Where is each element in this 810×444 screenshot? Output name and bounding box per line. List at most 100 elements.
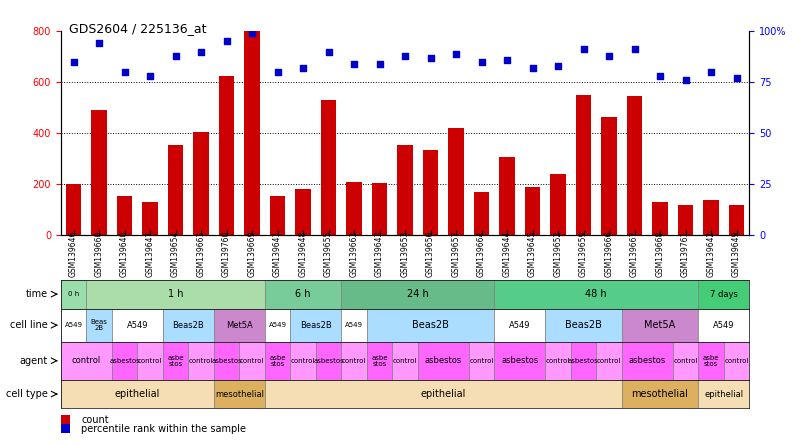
Point	[450, 50, 463, 57]
Text: 7 days: 7 days	[710, 289, 738, 299]
Text: control: control	[673, 358, 697, 364]
Text: Beas
2B: Beas 2B	[91, 319, 108, 332]
Bar	[525, 187, 540, 235]
Bar	[61, 380, 214, 408]
Text: control: control	[724, 358, 748, 364]
Text: control: control	[597, 358, 621, 364]
Bar	[163, 342, 188, 380]
Bar	[341, 309, 367, 342]
Text: control: control	[291, 358, 315, 364]
Text: cell line: cell line	[11, 320, 48, 330]
Bar	[290, 342, 316, 380]
Bar	[698, 380, 749, 408]
Text: A549: A549	[268, 322, 287, 328]
Point	[501, 56, 514, 63]
Text: A549: A549	[65, 322, 83, 328]
Text: asbe
stos: asbe stos	[269, 354, 286, 367]
Point	[475, 58, 488, 65]
Text: control: control	[469, 358, 493, 364]
Bar	[194, 132, 209, 235]
Point	[577, 46, 590, 53]
Bar	[341, 280, 494, 309]
Text: A549: A549	[509, 321, 531, 330]
Text: GDS2604 / 225136_at: GDS2604 / 225136_at	[69, 22, 207, 35]
Bar	[112, 309, 163, 342]
Point	[271, 68, 284, 75]
Point	[296, 64, 309, 71]
Text: control: control	[342, 358, 366, 364]
Point	[679, 76, 692, 83]
Bar	[219, 76, 234, 235]
Point	[143, 72, 156, 79]
Bar	[86, 309, 112, 342]
Point	[194, 48, 207, 55]
Bar	[290, 309, 341, 342]
Text: 6 h: 6 h	[296, 289, 311, 299]
Text: time: time	[26, 289, 48, 299]
Bar	[627, 96, 642, 235]
Bar	[61, 280, 86, 309]
Bar	[449, 128, 463, 235]
Bar	[341, 342, 367, 380]
Bar	[214, 342, 239, 380]
Bar	[239, 342, 265, 380]
Bar	[601, 117, 616, 235]
Point	[603, 52, 616, 59]
Bar	[622, 380, 698, 408]
Point	[92, 40, 105, 47]
Bar	[494, 342, 545, 380]
Text: asbestos: asbestos	[109, 358, 140, 364]
Bar	[66, 184, 81, 235]
Point	[322, 48, 335, 55]
Text: Met5A: Met5A	[226, 321, 253, 330]
Bar	[367, 309, 494, 342]
Bar	[265, 309, 290, 342]
Text: 48 h: 48 h	[586, 289, 607, 299]
Bar	[576, 95, 591, 235]
Bar	[418, 342, 469, 380]
Bar	[168, 145, 183, 235]
Point	[245, 30, 258, 37]
Point	[552, 62, 565, 69]
Text: asbe
stos: asbe stos	[371, 354, 388, 367]
Text: A549: A549	[126, 321, 148, 330]
Text: asbestos: asbestos	[629, 356, 666, 365]
Bar	[163, 309, 214, 342]
Text: cell type: cell type	[6, 389, 48, 399]
Point	[118, 68, 131, 75]
Bar	[316, 342, 341, 380]
Bar	[494, 309, 545, 342]
Text: control: control	[393, 358, 417, 364]
Text: Met5A: Met5A	[645, 320, 676, 330]
Text: percentile rank within the sample: percentile rank within the sample	[81, 424, 246, 434]
Text: control: control	[71, 356, 101, 365]
Text: Beas2B: Beas2B	[565, 320, 602, 330]
Bar	[214, 380, 265, 408]
Text: asbestos: asbestos	[424, 356, 462, 365]
Text: epithelial: epithelial	[420, 389, 466, 399]
Text: mesothelial: mesothelial	[632, 389, 688, 399]
Text: control: control	[240, 358, 264, 364]
Point	[526, 64, 539, 71]
Bar	[143, 202, 158, 235]
Text: agent: agent	[19, 356, 48, 366]
Text: asbestos: asbestos	[211, 358, 242, 364]
Text: mesothelial: mesothelial	[215, 389, 264, 399]
Point	[705, 68, 718, 75]
Bar	[265, 342, 290, 380]
Bar	[296, 189, 311, 235]
Bar	[724, 342, 749, 380]
Text: control: control	[138, 358, 162, 364]
Bar	[398, 145, 412, 235]
Bar	[499, 158, 514, 235]
Bar	[423, 150, 438, 235]
Point	[373, 60, 386, 67]
Bar	[392, 342, 418, 380]
Point	[654, 72, 667, 79]
Point	[169, 52, 182, 59]
Bar	[494, 280, 698, 309]
Point	[220, 38, 233, 45]
Text: 0 h: 0 h	[68, 291, 79, 297]
Bar	[117, 196, 132, 235]
Point	[399, 52, 411, 59]
